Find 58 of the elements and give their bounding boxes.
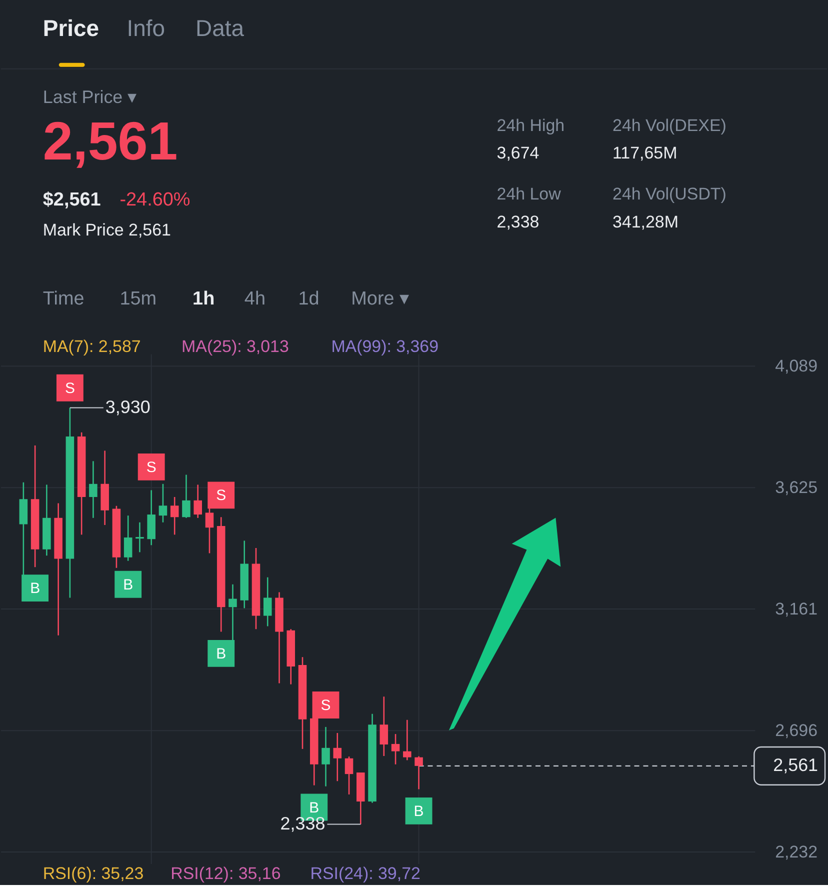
text: 24h Vol(DEXE) — [612, 116, 726, 135]
y-tick-label: 2,696 — [775, 721, 818, 740]
candlestick — [158, 483, 168, 524]
text: Last Price ▾ — [42, 86, 137, 107]
text: 24h Low — [496, 184, 562, 204]
candlestick — [89, 460, 98, 519]
text: 2,561 — [42, 112, 178, 172]
text: Time — [42, 288, 84, 310]
candlestick — [182, 474, 190, 519]
candlestick — [124, 514, 132, 562]
y-tick-label: 2,232 — [775, 842, 818, 862]
candlestick — [263, 576, 272, 627]
text: 1h — [192, 288, 215, 310]
text: Info — [126, 14, 165, 41]
text: S — [216, 487, 226, 504]
candlestick — [414, 756, 423, 790]
candlestick — [333, 732, 342, 782]
text: RSI(6): 35,23 — [42, 864, 144, 883]
text: RSI(12): 35,16 — [170, 864, 281, 883]
candlestick — [380, 696, 388, 757]
candlestick — [391, 733, 400, 766]
text: 15m — [120, 288, 157, 310]
text: S — [146, 458, 156, 476]
ref-line-label: 2,561 — [773, 754, 818, 775]
candlestick — [403, 719, 412, 761]
text: $2,561 — [42, 190, 101, 211]
series-label: B — [123, 576, 134, 594]
text: 341,28M — [612, 212, 678, 232]
text: 4h — [244, 288, 266, 310]
annotation: 3,930 — [105, 396, 150, 417]
text: S — [320, 696, 331, 714]
text: MA(99): 3,369 — [331, 337, 439, 356]
y-tick-label: 3,625 — [775, 478, 818, 498]
text: 24h Vol(USDT) — [612, 184, 726, 204]
text: -24.60% — [120, 190, 190, 211]
candlestick — [322, 726, 330, 787]
text: Mark Price 2,561 — [42, 220, 171, 240]
text: 1d — [298, 288, 320, 310]
candlestick — [136, 522, 144, 553]
y-tick-label: 4,089 — [775, 356, 818, 376]
text: More ▾ — [351, 288, 410, 310]
series-label: S — [64, 380, 75, 397]
text: 3,674 — [496, 144, 540, 163]
text: B — [414, 802, 424, 820]
text: B — [216, 645, 226, 662]
text: 117,65M — [612, 144, 678, 163]
text: 2,338 — [496, 212, 540, 232]
text: 24h High — [496, 116, 565, 135]
text: MA(7): 2,587 — [42, 337, 141, 356]
candlestick — [344, 756, 354, 796]
text: Price — [42, 14, 100, 41]
candlestick — [170, 496, 179, 536]
text: MA(25): 3,013 — [182, 337, 289, 356]
text: B — [30, 580, 40, 598]
text: RSI(24): 39,72 — [310, 864, 420, 883]
candlestick — [194, 484, 202, 519]
text: Data — [196, 14, 244, 41]
y-tick-label: 3,161 — [775, 599, 818, 618]
